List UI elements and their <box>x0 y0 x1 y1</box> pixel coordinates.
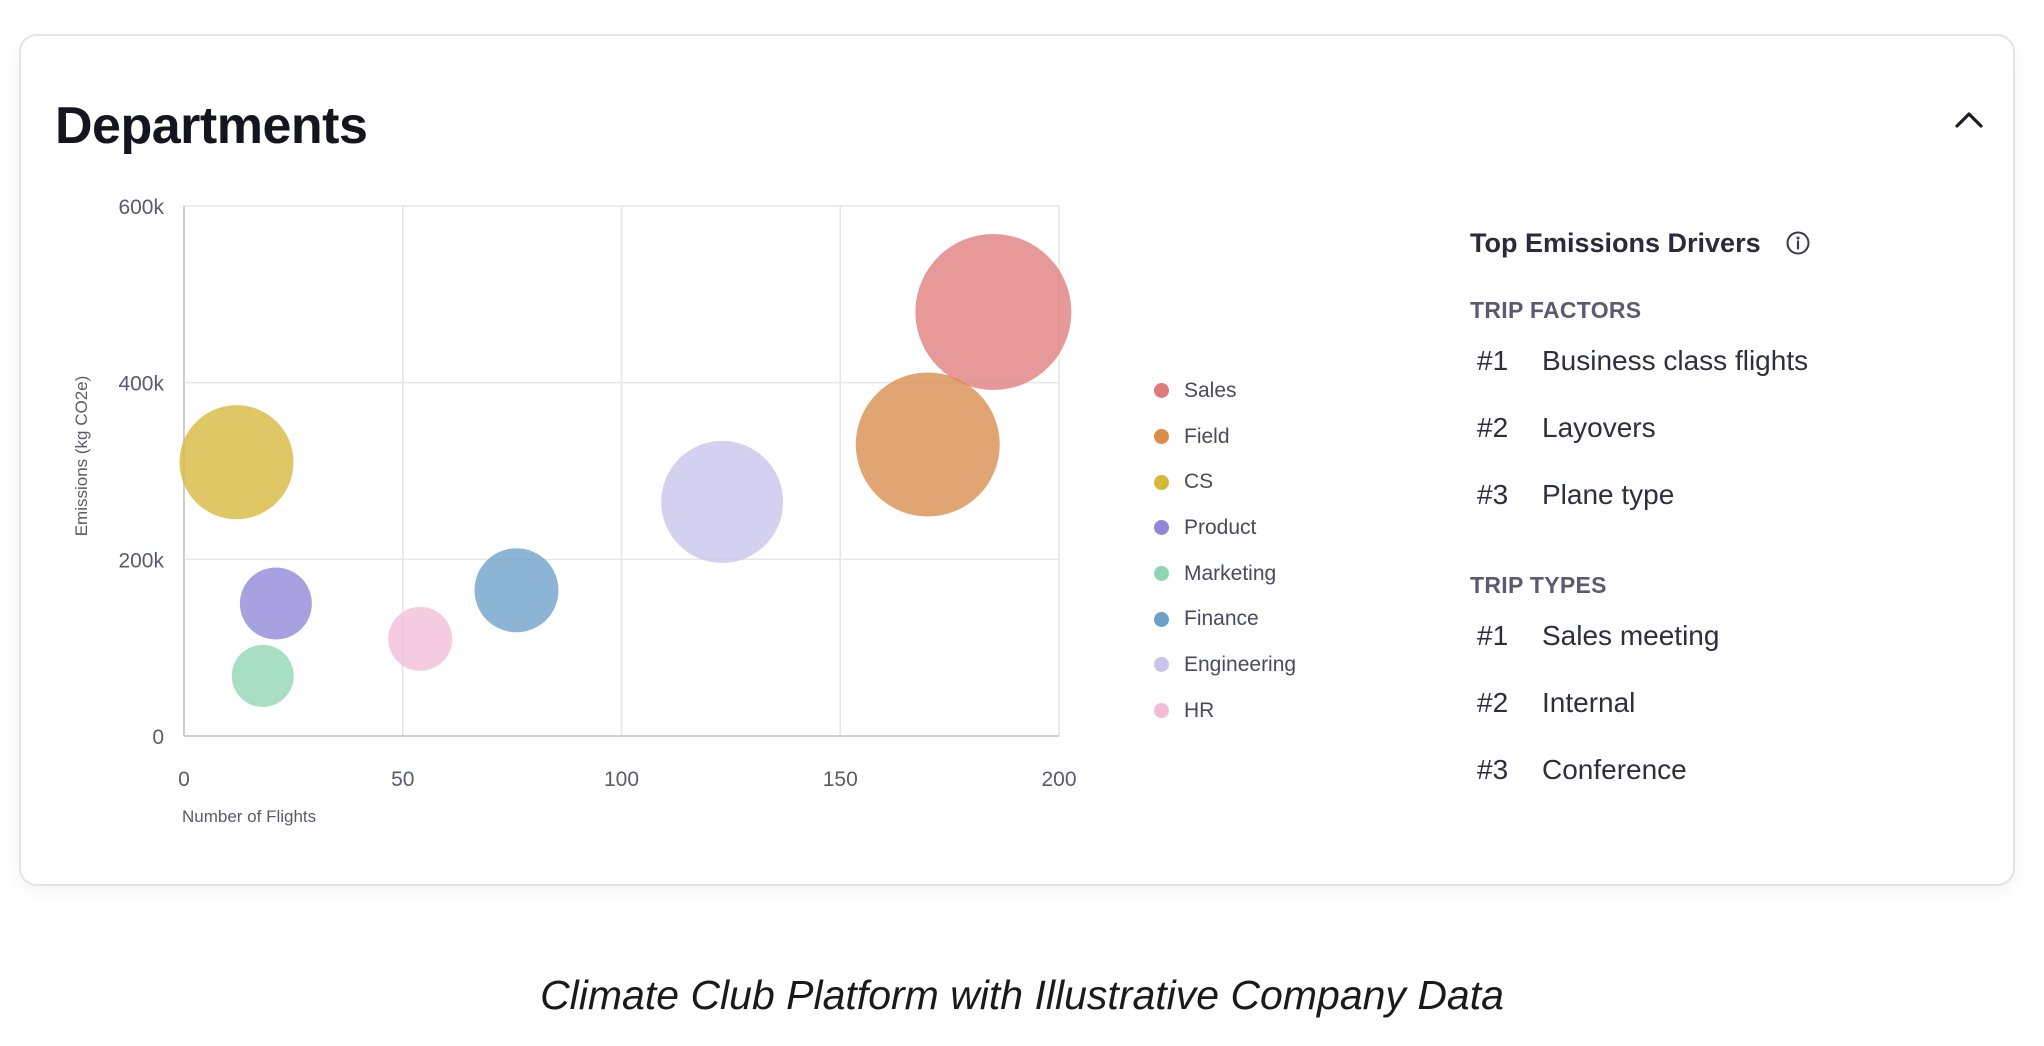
legend-item-field[interactable]: Field <box>1154 414 1374 460</box>
legend-swatch <box>1154 703 1169 719</box>
bubble-finance <box>474 548 559 633</box>
collapse-button[interactable] <box>1947 98 1991 142</box>
info-icon-glyph <box>1786 231 1810 255</box>
drivers-heading-text: Top Emissions Drivers <box>1470 227 1761 258</box>
legend-swatch <box>1154 429 1169 445</box>
chart-legend: Sales Field CS Product Marketing Finance Engin… <box>1154 368 1374 734</box>
bubble-chart: 0 50 100 150 200 0 200k 400k 600k Number of Fligh… <box>21 36 1421 916</box>
bubble-hr <box>388 606 453 671</box>
driver-label: Plane type <box>1542 478 1675 510</box>
x-tick-label: 150 <box>823 768 858 791</box>
legend-label: CS <box>1184 470 1214 494</box>
bubble-field <box>855 372 1000 517</box>
driver-label: Layovers <box>1542 411 1656 443</box>
legend-item-marketing[interactable]: Marketing <box>1154 551 1374 597</box>
driver-item: #1 Sales meeting <box>1470 602 1990 669</box>
driver-rank: #2 <box>1477 411 1509 443</box>
x-tick-label: 100 <box>604 768 639 791</box>
driver-label: Conference <box>1542 753 1687 785</box>
legend-item-cs[interactable]: CS <box>1154 459 1374 505</box>
chevron-up-icon <box>1955 112 1983 128</box>
chart-canvas: 0 50 100 150 200 0 200k 400k 600k Number of Fligh… <box>72 196 1077 826</box>
legend-label: Field <box>1184 424 1230 448</box>
emissions-drivers-panel: Top Emissions Drivers TRIP FACTORS #1 Bu… <box>1470 223 1990 803</box>
section-title-trip-factors: TRIP FACTORS <box>1470 297 1642 323</box>
legend-swatch <box>1154 383 1169 399</box>
legend-label: Finance <box>1184 607 1259 631</box>
bubble-sales <box>915 234 1072 390</box>
legend-item-engineering[interactable]: Engineering <box>1154 642 1374 688</box>
legend-item-finance[interactable]: Finance <box>1154 596 1374 642</box>
legend-label: Sales <box>1184 378 1237 402</box>
legend-item-hr[interactable]: HR <box>1154 688 1374 734</box>
driver-item: #3 Plane type <box>1470 461 1990 528</box>
legend-label: Product <box>1184 515 1257 539</box>
driver-label: Internal <box>1542 686 1636 718</box>
departments-card: Departments 0 50 100 150 200 0 200k 400k 600k Num… <box>19 34 2015 886</box>
driver-item: #3 Conference <box>1470 736 1990 803</box>
y-tick-label: 0 <box>152 726 164 749</box>
legend-swatch <box>1154 520 1169 536</box>
card-title: Departments <box>55 97 368 155</box>
driver-item: #2 Internal <box>1470 669 1990 736</box>
bubble-marketing <box>231 644 294 707</box>
driver-label: Sales meeting <box>1542 619 1720 651</box>
driver-rank: #2 <box>1477 686 1509 718</box>
x-axis-label: Number of Flights <box>182 807 316 826</box>
legend-item-sales[interactable]: Sales <box>1154 368 1374 414</box>
legend-label: Engineering <box>1184 652 1297 676</box>
driver-rank: #1 <box>1477 619 1509 651</box>
y-tick-label: 600k <box>118 196 164 219</box>
drivers-heading: Top Emissions Drivers <box>1470 223 1990 263</box>
section-title-trip-types: TRIP TYPES <box>1470 572 1607 598</box>
info-icon[interactable] <box>1785 230 1811 256</box>
x-tick-label: 0 <box>178 768 190 791</box>
y-tick-label: 400k <box>118 373 164 396</box>
y-axis-label: Emissions (kg CO2e) <box>72 376 91 537</box>
legend-label: HR <box>1184 698 1215 722</box>
legend-item-product[interactable]: Product <box>1154 505 1374 551</box>
x-tick-label: 200 <box>1041 768 1076 791</box>
legend-swatch <box>1154 611 1169 627</box>
bubble-cs <box>179 405 294 520</box>
driver-rank: #3 <box>1477 753 1509 785</box>
legend-swatch <box>1154 657 1169 673</box>
driver-rank: #3 <box>1477 478 1509 510</box>
driver-label: Business class flights <box>1542 344 1809 376</box>
driver-item: #2 Layovers <box>1470 394 1990 461</box>
bubble-product <box>239 567 312 640</box>
driver-item: #1 Business class flights <box>1470 327 1990 394</box>
legend-swatch <box>1154 566 1169 582</box>
y-tick-label: 200k <box>118 549 164 572</box>
legend-label: Marketing <box>1184 561 1277 585</box>
bubble-engineering <box>661 440 784 563</box>
driver-rank: #1 <box>1477 344 1509 376</box>
x-tick-label: 50 <box>391 768 414 791</box>
figure-caption: Climate Club Platform with Illustrative … <box>540 972 1504 1018</box>
legend-swatch <box>1154 474 1169 490</box>
